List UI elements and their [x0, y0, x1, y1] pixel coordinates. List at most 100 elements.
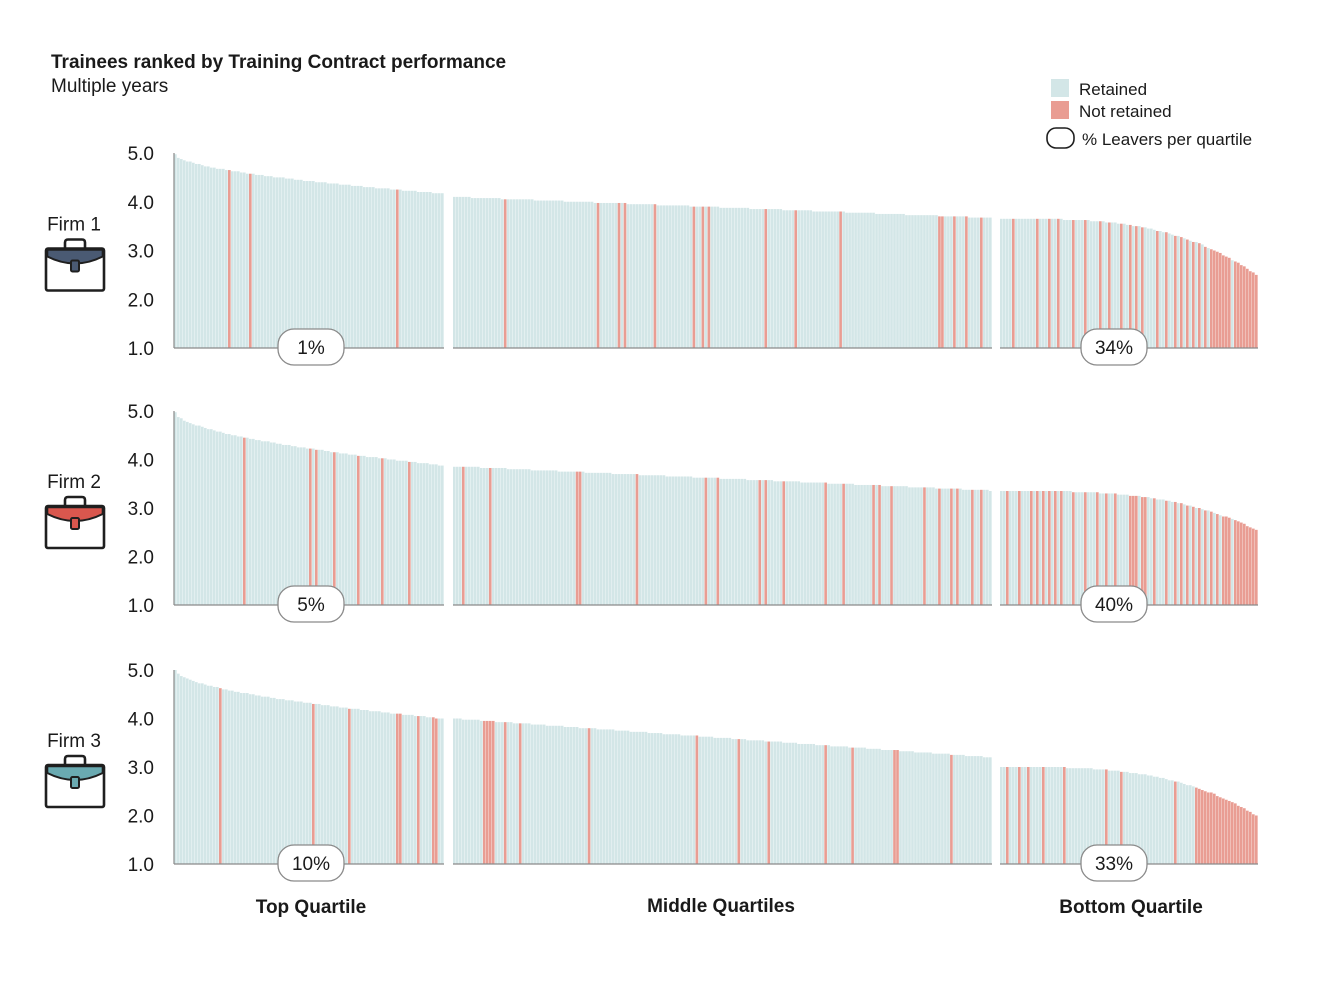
bar-retained	[968, 756, 971, 864]
bar-not-retained	[953, 216, 956, 349]
bar-retained	[602, 202, 606, 348]
bar-retained	[728, 478, 732, 605]
bar-not-retained	[1027, 767, 1030, 864]
bar-retained	[396, 460, 399, 605]
bar-retained	[578, 728, 582, 864]
bar-retained	[204, 684, 207, 864]
bar-not-retained	[1063, 767, 1066, 864]
bar-retained	[279, 443, 282, 605]
chart-title: Trainees ranked by Training Contract per…	[51, 52, 507, 73]
bar-retained	[977, 756, 980, 864]
bar-retained	[273, 697, 276, 864]
briefcase-clasp	[70, 517, 80, 530]
bar-retained	[1126, 771, 1129, 864]
bar-retained	[324, 451, 327, 605]
bar-not-retained	[1237, 521, 1240, 605]
bar-retained	[770, 741, 774, 864]
bar-retained	[237, 171, 240, 348]
bar-retained	[527, 469, 531, 605]
bar-not-retained	[1180, 237, 1183, 348]
bar-retained	[551, 200, 555, 348]
bar-retained	[1123, 494, 1126, 605]
y-tick-label: 3.0	[128, 499, 154, 520]
bar-retained	[417, 192, 420, 348]
bar-retained	[213, 430, 216, 605]
bar-retained	[393, 713, 396, 864]
bar-retained	[557, 200, 561, 348]
bar-retained	[453, 196, 456, 348]
bar-retained	[890, 750, 893, 864]
bar-not-retained	[488, 720, 492, 864]
bar-retained	[977, 489, 980, 605]
bar-not-retained	[824, 745, 827, 864]
bar-retained	[1039, 491, 1042, 605]
bar-retained	[309, 702, 312, 864]
bar-not-retained	[1048, 218, 1051, 348]
bar-retained	[174, 154, 177, 348]
bar-not-retained	[1132, 495, 1135, 606]
bar-retained	[1159, 231, 1162, 348]
bar-retained	[1003, 767, 1006, 864]
bar-retained	[402, 460, 405, 605]
bar-retained	[809, 210, 812, 348]
bar-retained	[800, 482, 803, 605]
bar-not-retained	[1006, 491, 1009, 605]
bar-retained	[764, 741, 768, 864]
bar-retained	[962, 754, 965, 865]
bar-not-retained	[243, 437, 246, 605]
bar-not-retained	[1228, 517, 1231, 605]
bar-retained	[216, 431, 219, 605]
bar-retained	[605, 472, 609, 605]
bar-retained	[983, 757, 986, 864]
bar-not-retained	[1237, 805, 1240, 864]
bar-retained	[198, 425, 201, 605]
bar-retained	[545, 200, 549, 348]
bar-retained	[1147, 775, 1150, 864]
bar-retained	[827, 745, 830, 864]
bar-retained	[192, 424, 195, 605]
bar-not-retained	[518, 723, 522, 864]
bar-not-retained	[1072, 220, 1075, 348]
bar-retained	[330, 452, 333, 605]
leavers-pct-label: 1%	[297, 338, 325, 359]
bar-retained	[309, 181, 312, 348]
bar-retained	[881, 486, 884, 605]
bar-retained	[902, 213, 905, 348]
bar-retained	[773, 481, 777, 605]
bar-retained	[458, 466, 462, 605]
bar-retained	[611, 474, 615, 605]
bar-retained	[1117, 223, 1120, 348]
bar-retained	[497, 198, 501, 348]
bar-retained	[321, 705, 324, 864]
bar-retained	[1039, 218, 1042, 348]
bar-retained	[614, 730, 618, 865]
bar-retained	[1102, 221, 1105, 348]
bar-retained	[560, 200, 564, 348]
bar-retained	[186, 161, 189, 348]
bar-retained	[435, 193, 438, 348]
leavers-pill	[277, 585, 345, 623]
bar-retained	[695, 206, 699, 349]
bar-retained	[899, 213, 902, 348]
bar-retained	[848, 212, 851, 348]
bar-retained	[833, 483, 836, 605]
bar-retained	[354, 454, 357, 605]
bar-retained	[722, 737, 726, 864]
bar-retained	[608, 472, 612, 605]
bar-retained	[755, 209, 759, 348]
bar-retained	[363, 455, 366, 605]
bar-retained	[602, 729, 606, 864]
bar-not-retained	[1201, 790, 1204, 864]
bar-retained	[201, 426, 204, 605]
bar-not-retained	[461, 466, 465, 605]
bar-retained	[1168, 233, 1171, 348]
bar-not-retained	[432, 717, 435, 864]
bar-retained	[411, 190, 414, 348]
bar-retained	[719, 478, 723, 605]
bar-retained	[821, 745, 824, 864]
bar-retained	[264, 441, 267, 605]
bar-not-retained	[938, 488, 941, 605]
bar-retained	[926, 752, 929, 864]
bar-retained	[956, 754, 959, 865]
bar-retained	[752, 480, 756, 605]
